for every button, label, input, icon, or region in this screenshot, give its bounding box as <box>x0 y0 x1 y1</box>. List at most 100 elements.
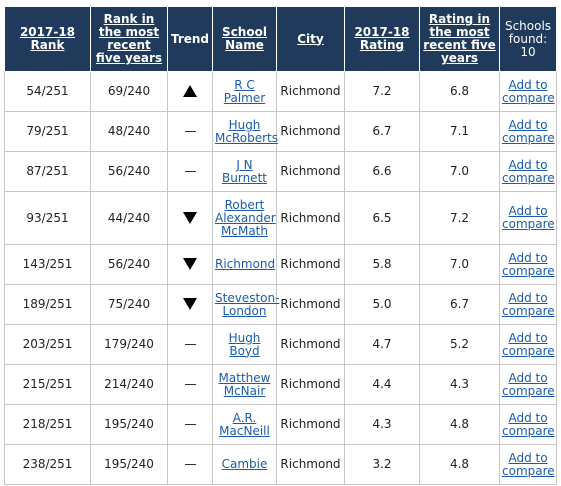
header-schools-found: Schools found: 10 <box>499 6 557 72</box>
table-header-row: 2017-18 Rank Rank in the most recent fiv… <box>4 6 557 72</box>
triangle-up-icon <box>183 85 197 97</box>
triangle-down-icon <box>183 211 197 224</box>
sort-school-name-link[interactable]: School Name <box>222 25 267 52</box>
dash-icon <box>184 383 196 385</box>
dash-icon <box>184 170 196 172</box>
add-to-compare-link[interactable]: Add to compare <box>502 290 555 318</box>
add-to-compare[interactable]: Add to compare <box>499 191 557 245</box>
header-rank[interactable]: 2017-18 Rank <box>4 6 91 72</box>
table-row: 93/251 44/240 Robert Alexander McMath Richm… <box>4 191 557 245</box>
add-to-compare[interactable]: Add to compare <box>499 404 557 445</box>
trend-cell <box>167 71 213 112</box>
rating-cell: 5.0 <box>344 284 420 325</box>
add-to-compare[interactable]: Add to compare <box>499 71 557 112</box>
school-name-link[interactable]: Robert Alexander McMath <box>215 197 276 238</box>
school-name[interactable]: Steveston-London <box>212 284 280 325</box>
school-name[interactable]: Hugh Boyd <box>212 324 277 365</box>
table-row: 54/251 69/240 R C Palmer Richmond 7.2 6.8 Add … <box>4 71 557 112</box>
trend-cell <box>167 191 213 245</box>
rating-cell: 4.3 <box>344 404 420 445</box>
rank-cell: 218/251 <box>4 404 91 445</box>
trend-cell <box>167 111 213 152</box>
add-to-compare[interactable]: Add to compare <box>499 111 557 152</box>
rating-five-years-cell: 7.1 <box>419 111 500 152</box>
sort-rating-link[interactable]: 2017-18 Rating <box>354 25 410 52</box>
add-to-compare-link[interactable]: Add to compare <box>502 250 555 278</box>
school-name[interactable]: Cambie <box>212 444 277 485</box>
school-name-link[interactable]: J N Burnett <box>222 157 267 185</box>
rating-five-years-cell: 6.8 <box>419 71 500 112</box>
city-cell: Richmond <box>276 324 345 365</box>
rank-five-years-cell: 56/240 <box>90 244 168 285</box>
city-cell: Richmond <box>276 244 345 285</box>
school-name-link[interactable]: Richmond <box>215 257 276 271</box>
rank-cell: 203/251 <box>4 324 91 365</box>
rating-five-years-cell: 4.8 <box>419 444 500 485</box>
rating-five-years-cell: 7.0 <box>419 151 500 192</box>
rank-cell: 143/251 <box>4 244 91 285</box>
school-name[interactable]: A.R. MacNeill <box>212 404 277 445</box>
rating-cell: 6.6 <box>344 151 420 192</box>
school-name-link[interactable]: Matthew McNair <box>218 370 271 398</box>
add-to-compare-link[interactable]: Add to compare <box>502 410 555 438</box>
add-to-compare-link[interactable]: Add to compare <box>502 370 555 398</box>
school-name[interactable]: Matthew McNair <box>212 364 277 405</box>
school-name-link[interactable]: Steveston-London <box>215 290 280 318</box>
header-rank-five-years[interactable]: Rank in the most recent five years <box>90 6 168 72</box>
school-name-link[interactable]: R C Palmer <box>223 77 266 105</box>
school-name-link[interactable]: Hugh McRoberts <box>215 117 278 145</box>
add-to-compare-link[interactable]: Add to compare <box>502 157 555 185</box>
add-to-compare[interactable]: Add to compare <box>499 324 557 365</box>
school-name[interactable]: Robert Alexander McMath <box>212 191 277 245</box>
school-name-link[interactable]: Hugh Boyd <box>228 330 261 358</box>
sort-rating-five-years-link[interactable]: Rating in the most recent five years <box>423 12 496 65</box>
trend-cell <box>167 404 213 445</box>
city-cell: Richmond <box>276 284 345 325</box>
add-to-compare[interactable]: Add to compare <box>499 284 557 325</box>
add-to-compare[interactable]: Add to compare <box>499 364 557 405</box>
add-to-compare-link[interactable]: Add to compare <box>502 117 555 145</box>
rating-cell: 6.7 <box>344 111 420 152</box>
rank-five-years-cell: 69/240 <box>90 71 168 112</box>
add-to-compare-link[interactable]: Add to compare <box>502 450 555 478</box>
rank-cell: 215/251 <box>4 364 91 405</box>
school-name-link[interactable]: A.R. MacNeill <box>219 410 270 438</box>
header-rating[interactable]: 2017-18 Rating <box>344 6 420 72</box>
rating-five-years-cell: 4.8 <box>419 404 500 445</box>
header-city[interactable]: City <box>276 6 345 72</box>
sort-rank-link[interactable]: 2017-18 Rank <box>19 25 76 52</box>
school-name-link[interactable]: Cambie <box>221 457 268 471</box>
city-cell: Richmond <box>276 404 345 445</box>
rank-five-years-cell: 75/240 <box>90 284 168 325</box>
sort-rank-five-years-link[interactable]: Rank in the most recent five years <box>95 12 163 65</box>
school-name[interactable]: R C Palmer <box>212 71 277 112</box>
header-school-name[interactable]: School Name <box>212 6 277 72</box>
header-trend: Trend <box>167 6 213 72</box>
table-row: 218/251 195/240 A.R. MacNeill Richmond 4.3 4.… <box>4 404 557 445</box>
rank-cell: 54/251 <box>4 71 91 112</box>
add-to-compare-link[interactable]: Add to compare <box>502 204 555 231</box>
table-row: 79/251 48/240 Hugh McRoberts Richmond 6.7 7.1… <box>4 111 557 152</box>
sort-city-link[interactable]: City <box>297 31 324 46</box>
rank-cell: 189/251 <box>4 284 91 325</box>
header-rating-five-years[interactable]: Rating in the most recent five years <box>419 6 500 72</box>
school-ranking-table: 2017-18 Rank Rank in the most recent fiv… <box>4 6 557 485</box>
rank-cell: 87/251 <box>4 151 91 192</box>
school-name[interactable]: J N Burnett <box>212 151 277 192</box>
rank-five-years-cell: 44/240 <box>90 191 168 245</box>
school-name[interactable]: Hugh McRoberts <box>212 111 278 152</box>
add-to-compare[interactable]: Add to compare <box>499 444 557 485</box>
rating-five-years-cell: 4.3 <box>419 364 500 405</box>
rating-cell: 7.2 <box>344 71 420 112</box>
table-row: 87/251 56/240 J N Burnett Richmond 6.6 7.0 Add… <box>4 151 557 192</box>
school-name[interactable]: Richmond <box>212 244 277 285</box>
add-to-compare[interactable]: Add to compare <box>499 244 557 285</box>
rating-five-years-cell: 5.2 <box>419 324 500 365</box>
trend-cell <box>167 151 213 192</box>
rating-cell: 6.5 <box>344 191 420 245</box>
add-to-compare-link[interactable]: Add to compare <box>502 330 555 358</box>
rank-cell: 93/251 <box>4 191 91 245</box>
add-to-compare-link[interactable]: Add to compare <box>502 77 555 105</box>
add-to-compare[interactable]: Add to compare <box>499 151 557 192</box>
city-cell: Richmond <box>276 151 345 192</box>
